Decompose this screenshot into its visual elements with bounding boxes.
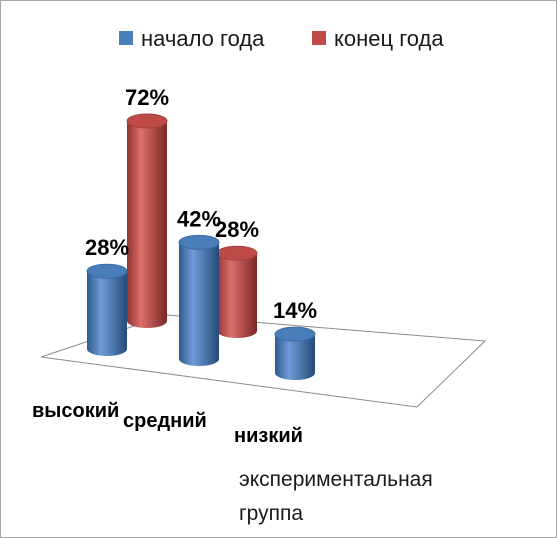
bar-top (274, 326, 316, 342)
data-label-start-2: 42% (177, 206, 221, 231)
chart-caption: экспериментальная группа (239, 463, 499, 531)
bar-start-3: 14% (273, 298, 317, 380)
category-label-2: средний (123, 410, 207, 432)
category-label-3: низкий (234, 425, 303, 447)
caption-line-2: группа (239, 502, 304, 525)
bars-group: 72%28%28%42%14% (85, 85, 317, 380)
bar-end-1: 72% (125, 85, 169, 328)
caption-line-1: экспериментальная (239, 468, 433, 491)
data-label-start-3: 14% (273, 298, 317, 323)
legend-swatch-2 (312, 31, 326, 45)
bar-start-1: 28% (85, 235, 129, 356)
category-label-1: высокий (32, 400, 119, 422)
bar-body (179, 242, 219, 366)
bar-end-2: 28% (215, 217, 259, 338)
data-label-end-1: 72% (125, 85, 169, 110)
legend-swatch-1 (119, 31, 133, 45)
bar-body (217, 253, 257, 338)
bar-top (86, 263, 128, 279)
legend-label-2: конец года (334, 26, 444, 51)
bar-top (216, 245, 258, 261)
category-labels: высокий средний низкий (32, 400, 303, 447)
bar-top (178, 234, 220, 250)
bar-top (126, 113, 168, 129)
bar-body (87, 271, 127, 356)
bar-body (275, 334, 315, 380)
data-label-end-2: 28% (215, 217, 259, 242)
bar-body (127, 121, 167, 328)
bar-start-2: 42% (177, 206, 221, 366)
data-label-start-1: 28% (85, 235, 129, 260)
legend-label-1: начало года (141, 26, 265, 51)
legend: начало года конец года (119, 26, 444, 51)
